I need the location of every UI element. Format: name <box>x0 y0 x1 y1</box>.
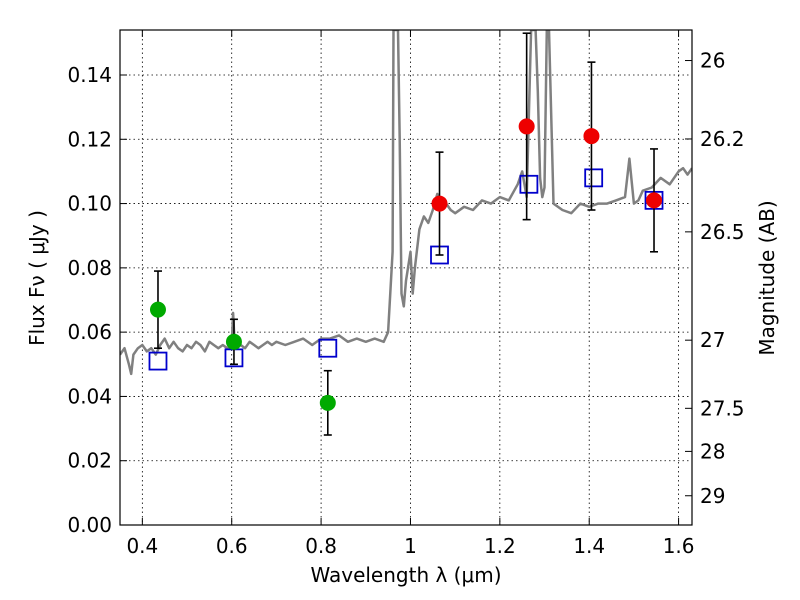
right-tick-label: 26.2 <box>700 127 745 151</box>
x-tick-label: 0.8 <box>305 534 337 558</box>
x-tick-label: 1.2 <box>484 534 516 558</box>
right-tick-label: 26.5 <box>700 220 745 244</box>
y-tick-label: 0.04 <box>67 384 112 408</box>
x-tick-label: 1.4 <box>573 534 605 558</box>
grid <box>120 30 692 526</box>
measurement-point <box>431 195 448 212</box>
y-tick-label: 0.10 <box>67 192 112 216</box>
model-square-marker <box>148 351 168 371</box>
x-tick-label: 0.4 <box>126 534 158 558</box>
spectrum-layer <box>120 30 692 376</box>
marker-layer <box>148 32 664 436</box>
measurement-point <box>518 118 535 135</box>
x-tick-label: 0.6 <box>216 534 248 558</box>
y-axis-right-title: Magnitude (AB) <box>755 200 779 355</box>
y-tick-label: 0.00 <box>67 513 112 537</box>
right-tick-label: 27.5 <box>700 396 745 420</box>
y-tick-label: 0.06 <box>67 320 112 344</box>
right-tick-label: 29 <box>700 484 725 508</box>
measurement-point <box>149 301 166 318</box>
y-tick-label: 0.12 <box>67 127 112 151</box>
axis-layer: 0.4 0.6 0.8 1 1.2 1.4 1.6 0.00 0.02 0.04 0.06 0.08 0… <box>67 30 745 558</box>
y-axis-title: Flux Fν ( μJy ) <box>25 210 49 346</box>
measurement-point <box>646 192 663 209</box>
x-axis-title: Wavelength λ (μm) <box>310 563 501 587</box>
plot-frame <box>119 29 693 526</box>
spectrum-line <box>120 30 692 376</box>
right-tick-label: 26 <box>700 49 725 73</box>
measurement-point <box>583 128 600 145</box>
y-tick-label: 0.08 <box>67 256 112 280</box>
measurement-point <box>319 394 336 411</box>
model-square-marker <box>519 174 539 194</box>
right-tick-label: 27 <box>700 328 725 352</box>
model-square-marker <box>584 168 604 188</box>
y-tick-label: 0.14 <box>67 63 112 87</box>
model-square-marker <box>318 338 338 358</box>
measurement-point <box>225 333 242 350</box>
x-tick-label: 1.6 <box>663 534 695 558</box>
y-tick-label: 0.02 <box>67 449 112 473</box>
right-tick-label: 28 <box>700 439 725 463</box>
x-tick-label: 1 <box>404 534 417 558</box>
